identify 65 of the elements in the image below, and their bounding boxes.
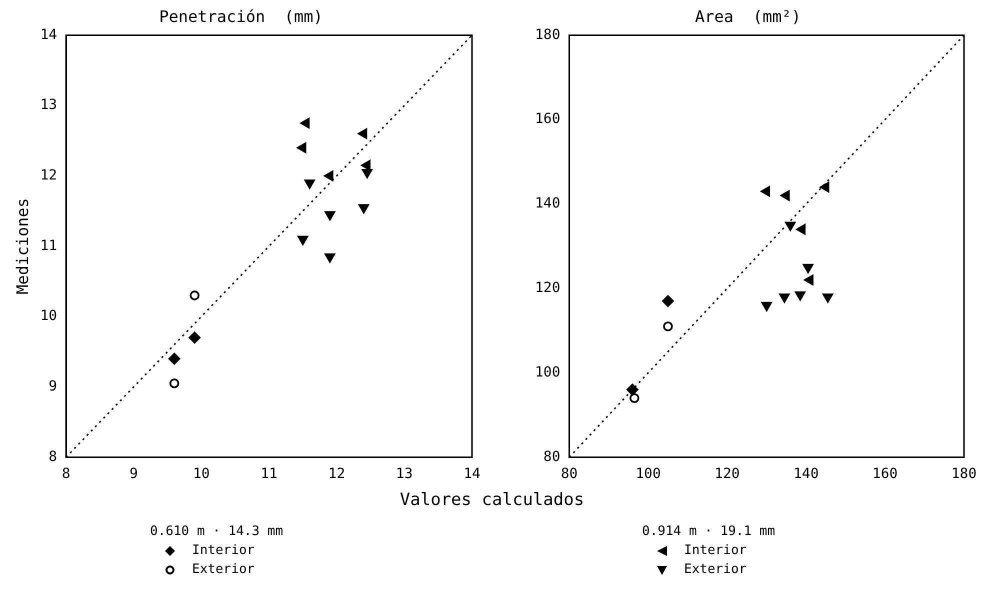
point — [804, 274, 814, 286]
point — [785, 222, 796, 231]
legend-label: Exterior — [192, 561, 255, 579]
point — [822, 293, 834, 303]
point — [630, 393, 640, 404]
point — [820, 182, 830, 192]
x-tick-label: 9 — [129, 466, 138, 482]
y-tick-label: 160 — [534, 111, 560, 128]
point — [358, 128, 368, 139]
y-tick-label: 11 — [40, 238, 58, 254]
point — [662, 295, 674, 307]
point — [298, 236, 308, 246]
point — [304, 180, 315, 189]
point — [296, 142, 306, 153]
x-tick-label: 10 — [192, 466, 210, 482]
point — [626, 384, 638, 396]
point — [794, 291, 806, 301]
point — [300, 118, 310, 128]
point — [802, 264, 814, 274]
point — [358, 204, 369, 214]
x-tick-label: 14 — [464, 466, 480, 482]
point — [324, 211, 336, 220]
y-tick-label: 120 — [534, 280, 560, 296]
x-tick-label: 13 — [396, 466, 413, 482]
point — [324, 253, 336, 263]
x-tick-label: 140 — [793, 466, 819, 482]
legend-label: Exterior — [684, 561, 747, 579]
y-tick-label: 100 — [534, 364, 560, 380]
x-tick-label: 12 — [328, 466, 346, 482]
point — [663, 321, 673, 332]
legend-title: 0.610 m · 14.3 mm — [150, 523, 284, 541]
point — [188, 332, 201, 344]
point — [190, 290, 200, 300]
point — [168, 352, 180, 365]
x-tick-label: 100 — [636, 466, 661, 482]
point — [324, 170, 334, 182]
chart-title: Area (mm²) — [695, 6, 801, 26]
point — [362, 168, 372, 178]
y-tick-label: 80 — [543, 448, 560, 465]
x-tick-label: 120 — [714, 466, 740, 482]
x-tick-label: 11 — [260, 466, 278, 482]
y-axis-title: Mediciones — [12, 198, 32, 294]
legend-label: Interior — [684, 542, 747, 560]
y-tick-label: 12 — [40, 168, 58, 184]
y-tick-label: 140 — [534, 196, 560, 212]
chart-title: Penetración (mm) — [159, 6, 323, 26]
x-tick-label: 80 — [560, 466, 578, 482]
y-tick-label: 14 — [40, 26, 58, 43]
point — [796, 224, 806, 235]
x-tick-label: 160 — [872, 466, 898, 482]
legend-title: 0.914 m · 19.1 mm — [642, 523, 776, 541]
x-axis-title: Valores calculados — [398, 490, 586, 510]
y-tick-label: 9 — [48, 378, 58, 395]
y-tick-label: 180 — [534, 26, 560, 43]
y-tick-label: 10 — [40, 308, 58, 324]
point — [760, 186, 770, 197]
point — [169, 378, 180, 388]
legend-label: Interior — [192, 542, 255, 560]
point — [780, 190, 790, 201]
point — [761, 302, 772, 312]
y-tick-label: 13 — [40, 97, 58, 114]
x-tick-label: 180 — [951, 466, 977, 482]
x-tick-label: 8 — [62, 466, 70, 482]
point — [779, 293, 790, 303]
y-tick-label: 8 — [48, 448, 58, 465]
